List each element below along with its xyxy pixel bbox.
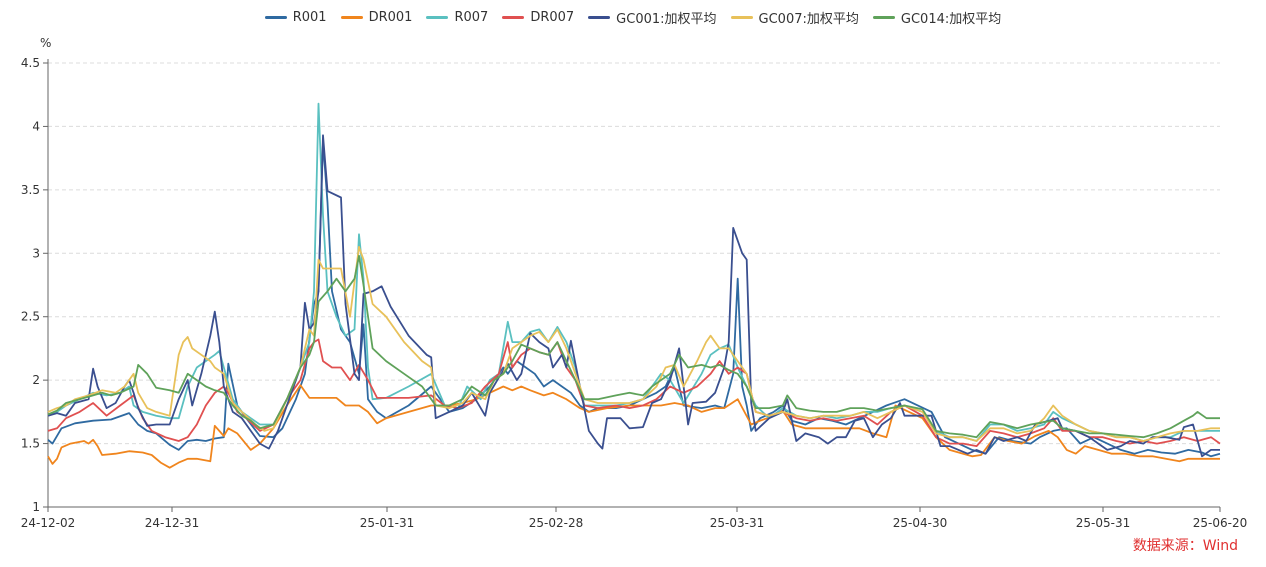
x-tick-label: 25-04-30 (893, 516, 947, 530)
legend-item[interactable]: GC007:加权平均 (730, 8, 859, 27)
legend-swatch (588, 16, 611, 19)
data-source-note: 数据来源：Wind (1132, 538, 1238, 554)
x-tick-label: 24-12-02 (21, 516, 75, 530)
series-line-1 (47, 140, 1221, 458)
x-tick-label: 25-05-31 (1076, 516, 1130, 530)
series-line-7 (47, 254, 1220, 439)
legend-label: GC014:加权平均 (900, 12, 1002, 27)
legend-item[interactable]: GC001:加权平均 (588, 8, 717, 27)
legend-label: DR007 (530, 10, 575, 25)
legend-swatch (340, 16, 363, 19)
series-line-3 (47, 102, 1220, 442)
x-tick-label: 25-01-31 (360, 516, 414, 530)
y-tick-label: 4 (32, 119, 40, 133)
x-tick-label: 25-02-28 (529, 516, 583, 530)
series-line-6 (47, 246, 1220, 442)
legend-label: GC001:加权平均 (616, 12, 717, 27)
y-tick-label: 2.5 (21, 310, 40, 324)
x-tick-label: 25-06-20 (1193, 516, 1247, 530)
legend-label: DR001 (368, 10, 413, 25)
legend-label: R007 (454, 10, 489, 25)
y-tick-label: 1 (32, 500, 40, 514)
y-tick-label: 3 (32, 246, 40, 260)
legend-item[interactable]: DR007 (502, 10, 574, 25)
x-tick-label: 24-12-31 (145, 516, 199, 530)
y-tick-label: 3.5 (21, 183, 40, 197)
legend-swatch (872, 16, 895, 19)
series-line-2 (47, 384, 1220, 469)
series-line-5 (47, 134, 1220, 458)
legend-label: R001 (292, 10, 327, 25)
x-tick-label: 25-03-31 (710, 516, 764, 530)
y-tick-label: 1.5 (21, 437, 40, 451)
y-axis-unit: % (40, 36, 52, 50)
legend-swatch (730, 16, 753, 19)
legend-item[interactable]: DR001 (340, 10, 413, 25)
legend-swatch (426, 16, 449, 19)
legend-swatch (502, 16, 525, 19)
y-tick-label: 2 (32, 373, 40, 387)
legend-item[interactable]: R007 (426, 10, 488, 25)
legend-label: GC007:加权平均 (758, 12, 859, 27)
legend-item[interactable]: R001 (264, 10, 327, 25)
legend-item[interactable]: GC014:加权平均 (872, 8, 1002, 27)
chart-legend: R001 DR001 R007 DR007 GC001:加权平均 GC007:加权平均 GC… (0, 8, 1266, 27)
legend-swatch (264, 16, 287, 19)
y-tick-label: 4.5 (21, 56, 40, 70)
